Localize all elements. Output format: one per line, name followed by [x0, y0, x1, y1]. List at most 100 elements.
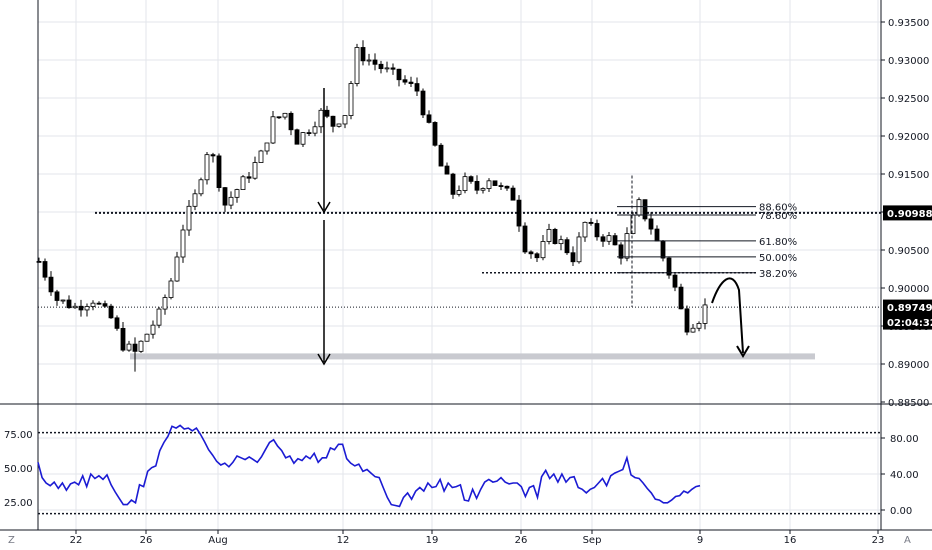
- auto-scale-button[interactable]: A: [904, 535, 911, 546]
- candle: [120, 327, 126, 351]
- price-tick-label: 0.89000: [888, 360, 929, 371]
- candle: [642, 199, 648, 220]
- time-tick-label: Aug: [208, 535, 228, 546]
- candles: [36, 40, 708, 372]
- candle: [510, 187, 516, 201]
- candle: [330, 115, 336, 127]
- indicator-tick-label: 40.00: [890, 470, 919, 481]
- candle: [90, 302, 96, 307]
- candle: [282, 112, 288, 118]
- candle: [156, 308, 162, 326]
- candle: [582, 221, 588, 238]
- candle: [480, 188, 486, 191]
- indicator-tick-label: 80.00: [890, 434, 919, 445]
- candle: [54, 291, 60, 301]
- fibonacci-retracement[interactable]: 88.60%78.60% 61.80% 50.00% 38.20%: [617, 175, 797, 307]
- candle: [624, 233, 630, 259]
- candle: [84, 306, 90, 311]
- price-tick-label: 0.92000: [888, 132, 929, 143]
- candle: [690, 327, 696, 333]
- candle: [222, 187, 228, 206]
- candle: [522, 225, 528, 253]
- candle: [168, 280, 174, 298]
- candle: [276, 116, 282, 119]
- candle: [564, 239, 570, 254]
- candle: [636, 199, 642, 216]
- candle: [252, 162, 258, 179]
- timezone-corner[interactable]: Z: [8, 535, 15, 546]
- down-arrow-head: [317, 201, 331, 214]
- time-tick-label: 26: [140, 535, 153, 546]
- price-tick-label: 0.93500: [888, 18, 929, 29]
- candle: [468, 176, 474, 182]
- candle: [48, 276, 54, 293]
- projection-arrow-head: [736, 345, 750, 358]
- candle: [66, 299, 72, 309]
- candle: [162, 297, 168, 310]
- candle: [456, 190, 462, 195]
- candle: [606, 235, 612, 242]
- price-tick-label: 0.93000: [888, 56, 929, 67]
- current-price-tag: 0.89749 02:04:32: [883, 299, 932, 330]
- candle: [306, 132, 312, 134]
- candle: [594, 223, 600, 238]
- candle: [678, 286, 684, 310]
- candle: [492, 180, 498, 186]
- candle: [300, 132, 306, 145]
- candle: [150, 324, 156, 335]
- candle: [396, 68, 402, 81]
- candle: [618, 244, 624, 259]
- time-axis[interactable]: 22 26 Aug 12 19 26 Sep 9 16 23: [70, 530, 885, 546]
- candle: [342, 115, 348, 125]
- time-tick-label: 9: [697, 535, 703, 546]
- candle: [486, 180, 492, 189]
- candle: [180, 229, 186, 258]
- support-zone: [130, 353, 815, 360]
- candle: [552, 228, 558, 245]
- indicator-left-labels: 75.00 50.00 25.00: [4, 430, 33, 509]
- candle: [378, 63, 384, 70]
- time-tick-label: 19: [426, 535, 439, 546]
- candle: [60, 299, 66, 302]
- candle: [348, 83, 354, 116]
- price-tick-label: 0.88500: [888, 398, 929, 409]
- candle: [528, 251, 534, 255]
- candle: [324, 109, 330, 117]
- fib-level-label: 88.60%: [759, 203, 797, 214]
- candle: [198, 179, 204, 195]
- price-tick-label: 0.91500: [888, 170, 929, 181]
- candle: [78, 305, 84, 311]
- candle: [42, 261, 48, 278]
- candle: [186, 205, 192, 231]
- candle: [540, 241, 546, 259]
- candle: [372, 59, 378, 65]
- candle: [654, 228, 660, 242]
- candle: [192, 193, 198, 207]
- indicator-left-label: 75.00: [4, 430, 33, 441]
- indicator-line: [37, 424, 701, 508]
- candle: [96, 302, 102, 305]
- candle: [138, 340, 144, 352]
- candle: [240, 176, 246, 190]
- time-tick-label: 22: [70, 535, 83, 546]
- candle: [420, 90, 426, 116]
- candle: [612, 235, 618, 246]
- svg-text:0.90988: 0.90988: [887, 209, 932, 220]
- candle: [336, 123, 342, 127]
- candle: [204, 154, 210, 181]
- candle: [288, 112, 294, 131]
- indicator-axis[interactable]: 80.00 40.00 0.00: [881, 434, 919, 517]
- candle: [294, 129, 300, 145]
- candle: [114, 317, 120, 329]
- candle: [228, 196, 234, 206]
- down-arrow-head: [317, 353, 331, 366]
- candle: [666, 257, 672, 276]
- candle: [216, 155, 222, 188]
- candle: [312, 126, 318, 134]
- candle: [546, 228, 552, 242]
- candle: [72, 305, 78, 309]
- time-tick-label: 16: [784, 535, 797, 546]
- candle: [450, 173, 456, 195]
- projection-arrow: [711, 277, 744, 354]
